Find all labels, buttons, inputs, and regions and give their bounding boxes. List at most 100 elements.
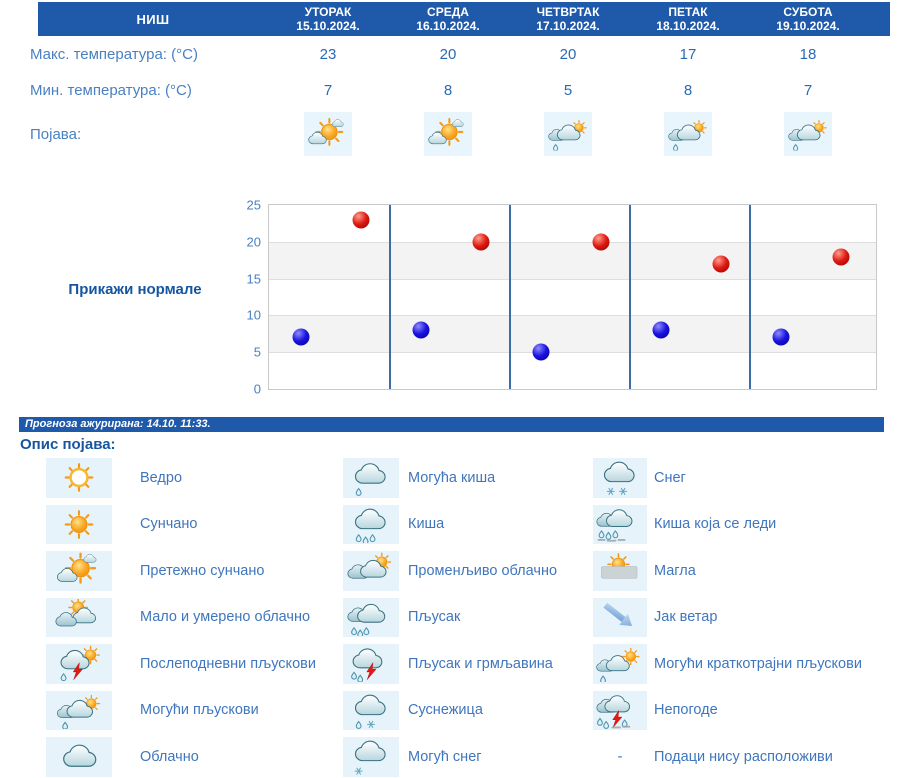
legend-label: Послеподневни пљускови (140, 655, 316, 672)
min-temp-value: 8 (443, 81, 453, 99)
min-temp-point (412, 321, 430, 339)
legend-item: Послеподневни пљускови (46, 644, 341, 684)
day-date: 16.10.2024. (416, 19, 480, 33)
day-header-4: ПЕТАК 18.10.2024. (628, 5, 748, 33)
day-header-3: ЧЕТВРТАК 17.10.2024. (508, 5, 628, 33)
possible-brief-showers-icon (593, 644, 647, 684)
min-temp-point (772, 328, 790, 346)
legend-item: Пљусак и грмљавина (343, 644, 590, 684)
legend-item: Киша која се леди (593, 504, 898, 544)
max-temp-point (472, 233, 490, 251)
legend-label: Подаци нису расположиви (654, 748, 833, 765)
legend-label: Снег (654, 469, 686, 486)
max-temp-label: Макс. температура: (°C) (30, 45, 198, 63)
day-date: 19.10.2024. (776, 19, 840, 33)
legend-label: Ведро (140, 469, 183, 486)
legend-item: Претежно сунчано (46, 551, 341, 591)
max-temp-point (832, 248, 850, 266)
legend-label: Могући краткотрајни пљускови (654, 655, 862, 672)
legend-label: Непогоде (654, 702, 718, 719)
legend-item: Киша (343, 504, 590, 544)
legend-label: Пљусак (408, 609, 461, 626)
y-axis-tick: 10 (246, 307, 261, 323)
legend-item: Сунчано (46, 504, 341, 544)
min-temp-value: 7 (803, 81, 813, 99)
legend-item: Могућ снег (343, 737, 590, 777)
afternoon-showers-icon (46, 644, 112, 684)
y-axis-tick: 25 (246, 197, 261, 213)
day-name: СРЕДА (427, 5, 469, 19)
min-temperature-row: Мин. температура: (°C) 7 8 5 8 7 (30, 80, 890, 100)
rain-icon (343, 504, 399, 544)
legend-label: Променљиво облачно (408, 562, 558, 579)
possible-rain-icon (343, 458, 399, 498)
day-divider (749, 205, 751, 389)
legend-label: Могућ снег (408, 748, 482, 765)
temperature-chart: 0 5 10 15 20 25 (247, 198, 877, 397)
legend-label: Пљусак и грмљавина (408, 655, 553, 672)
variable-clouds-icon (343, 551, 399, 591)
legend-item: Јак ветар (593, 597, 898, 637)
legend-item: Могућа киша (343, 458, 590, 498)
legend-item: Мало и умерено облачно (46, 597, 341, 637)
day-divider (629, 205, 631, 389)
day-name: УТОРАК (304, 5, 352, 19)
storms-icon (593, 690, 647, 730)
gridline (269, 315, 876, 317)
legend-item: Непогоде (593, 690, 898, 730)
clear-icon (46, 458, 112, 498)
max-temp-value: 20 (439, 45, 457, 63)
shower-icon (343, 597, 399, 637)
legend-label: Киша која се леди (654, 516, 777, 533)
max-temp-point (712, 255, 730, 273)
sunny-icon (46, 504, 112, 544)
legend-column-2: Могућа киша Киша Променљиво облачно Пљус… (343, 458, 590, 778)
phenomenon-row: Појава: (30, 110, 890, 158)
legend-item: Пљусак (343, 597, 590, 637)
legend-label: Јак ветар (654, 609, 718, 626)
day-header-2: СРЕДА 16.10.2024. (388, 5, 508, 33)
max-temp-point (592, 233, 610, 251)
y-axis-tick: 5 (253, 344, 261, 360)
min-temp-point (292, 328, 310, 346)
legend-item: - Подаци нису расположиви (593, 737, 898, 777)
chart-plot: 0 5 10 15 20 25 (247, 198, 876, 397)
min-temp-point (532, 343, 550, 361)
day-weather-icon (424, 112, 472, 156)
sleet-icon (343, 690, 399, 730)
legend-label: Мало и умерено облачно (140, 609, 311, 626)
gridline (269, 352, 876, 354)
day-name: СУБОТА (783, 5, 833, 19)
show-normals-link[interactable]: Прикажи нормале (68, 281, 202, 298)
day-weather-icon (544, 112, 592, 156)
legend-item: Снег (593, 458, 898, 498)
legend-label: Могући пљускови (140, 702, 259, 719)
no-data-symbol: - (617, 748, 623, 766)
thunder-shower-icon (343, 644, 399, 684)
legend-item: Магла (593, 551, 898, 591)
cloudy-icon (46, 737, 112, 777)
y-axis-tick: 15 (246, 271, 261, 287)
legend-item: Облачно (46, 737, 341, 777)
max-temperature-row: Макс. температура: (°C) 23 20 20 17 18 (30, 44, 890, 64)
y-axis-tick: 0 (253, 381, 261, 397)
day-divider (509, 205, 511, 389)
min-temp-value: 8 (683, 81, 693, 99)
max-temp-point (352, 211, 370, 229)
legend-title: Опис појава: (20, 436, 116, 453)
possible-snow-icon (343, 737, 399, 777)
min-temp-point (652, 321, 670, 339)
legend-label: Магла (654, 562, 696, 579)
day-date: 17.10.2024. (536, 19, 600, 33)
day-header-5: СУБОТА 19.10.2024. (748, 5, 868, 33)
legend-item: Суснежица (343, 690, 590, 730)
city-name: НИШ (136, 11, 170, 27)
min-temp-label: Мин. температура: (°C) (30, 81, 192, 99)
legend-label: Сунчано (140, 516, 198, 533)
strong-wind-icon (593, 597, 647, 637)
legend-label: Киша (408, 516, 445, 533)
freezing-rain-icon (593, 504, 647, 544)
forecast-updated-bar: Прогноза ажурирана: 14.10. 11:33. (19, 417, 884, 432)
partly-cloudy-icon (46, 597, 112, 637)
legend-item: Могући пљускови (46, 690, 341, 730)
